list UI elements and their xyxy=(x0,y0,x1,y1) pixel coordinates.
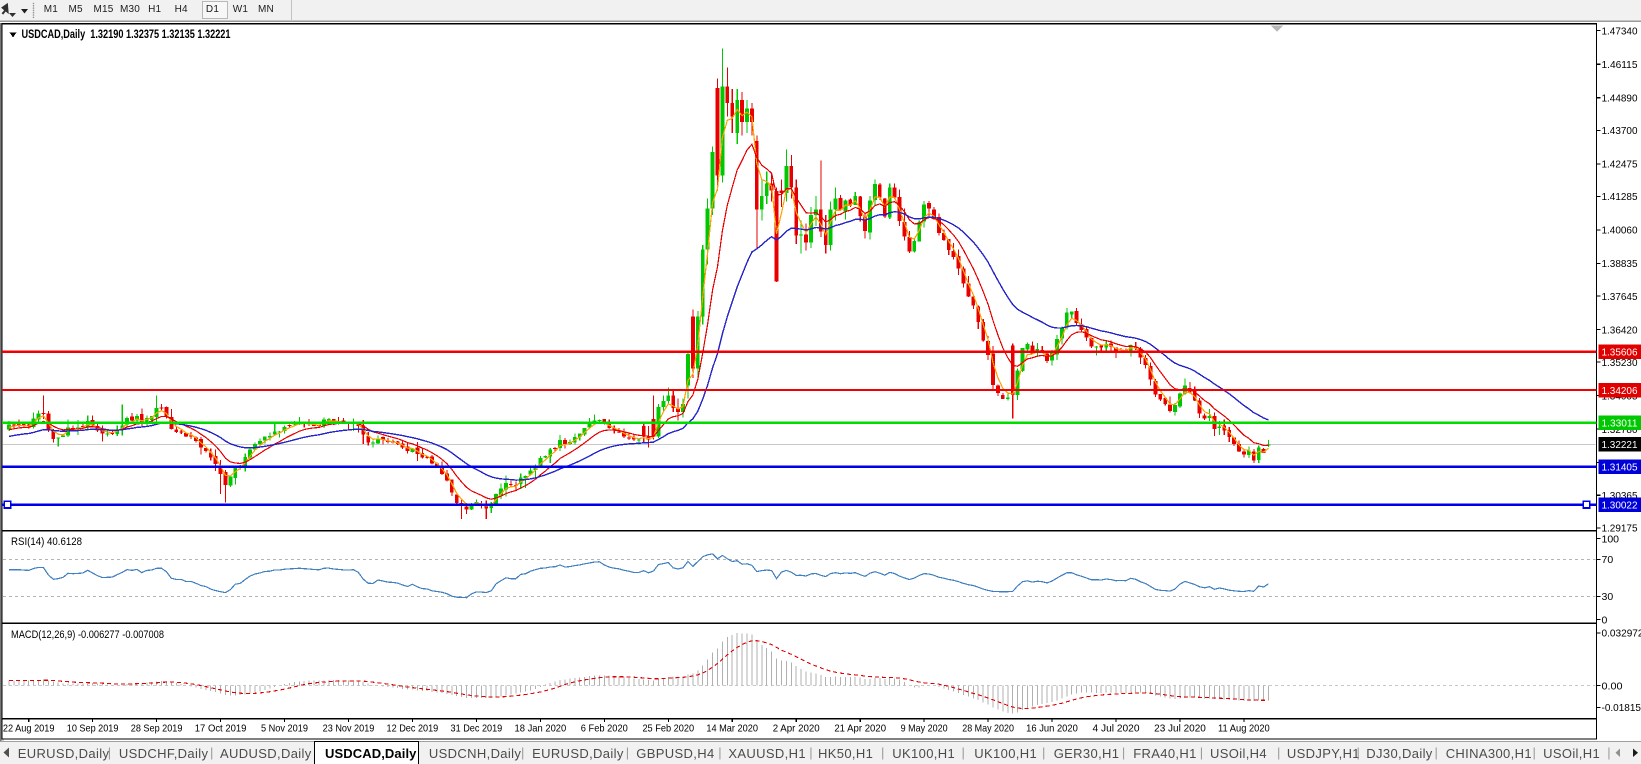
svg-text:1.40060: 1.40060 xyxy=(1602,225,1638,237)
svg-text:22 Aug 2019: 22 Aug 2019 xyxy=(3,723,55,735)
svg-text:0.032972: 0.032972 xyxy=(1602,628,1641,640)
svg-text:5 Nov 2019: 5 Nov 2019 xyxy=(261,723,308,735)
svg-text:1.35606: 1.35606 xyxy=(1602,347,1638,359)
svg-text:0.00: 0.00 xyxy=(1602,680,1623,692)
svg-text:1.47340: 1.47340 xyxy=(1602,25,1638,37)
svg-text:23 Nov 2019: 23 Nov 2019 xyxy=(323,723,375,735)
svg-text:28 May 2020: 28 May 2020 xyxy=(962,723,1014,735)
svg-text:28 Sep 2019: 28 Sep 2019 xyxy=(131,723,183,735)
svg-text:18 Jan 2020: 18 Jan 2020 xyxy=(515,723,567,735)
svg-text:1.35230: 1.35230 xyxy=(1602,357,1638,369)
svg-text:17 Oct 2019: 17 Oct 2019 xyxy=(195,723,247,735)
svg-text:2 Apr 2020: 2 Apr 2020 xyxy=(773,723,820,735)
svg-text:4 Jul 2020: 4 Jul 2020 xyxy=(1093,723,1140,735)
svg-text:RSI(14) 40.6128: RSI(14) 40.6128 xyxy=(11,536,82,548)
svg-text:1.37645: 1.37645 xyxy=(1602,291,1638,303)
svg-text:USDCAD,Daily 1.32190 1.32375: USDCAD,Daily 1.32190 1.32375 1.32135 1.3… xyxy=(22,29,231,41)
svg-text:MACD(12,26,9) -0.006277 -0.007: MACD(12,26,9) -0.006277 -0.007008 xyxy=(11,629,164,641)
svg-text:1.43700: 1.43700 xyxy=(1602,125,1638,137)
svg-text:10 Sep 2019: 10 Sep 2019 xyxy=(67,723,119,735)
svg-text:1.44890: 1.44890 xyxy=(1602,93,1638,105)
svg-text:12 Dec 2019: 12 Dec 2019 xyxy=(387,723,439,735)
svg-text:21 Apr 2020: 21 Apr 2020 xyxy=(834,723,886,735)
svg-text:1.34206: 1.34206 xyxy=(1602,385,1638,397)
svg-text:1.32221: 1.32221 xyxy=(1602,439,1638,451)
svg-text:1.36420: 1.36420 xyxy=(1602,324,1638,336)
svg-text:-0.018154: -0.018154 xyxy=(1602,702,1641,714)
svg-text:1.31405: 1.31405 xyxy=(1602,462,1638,474)
svg-text:25 Feb 2020: 25 Feb 2020 xyxy=(642,723,694,735)
svg-text:1.46115: 1.46115 xyxy=(1602,59,1638,71)
svg-text:23 Jul 2020: 23 Jul 2020 xyxy=(1154,723,1206,735)
svg-text:30: 30 xyxy=(1602,591,1614,603)
svg-text:31 Dec 2019: 31 Dec 2019 xyxy=(451,723,503,735)
svg-text:1.38835: 1.38835 xyxy=(1602,258,1638,270)
svg-text:1.41285: 1.41285 xyxy=(1602,191,1638,203)
svg-text:16 Jun 2020: 16 Jun 2020 xyxy=(1026,723,1078,735)
svg-text:0: 0 xyxy=(1602,614,1608,626)
svg-text:9 May 2020: 9 May 2020 xyxy=(901,723,948,735)
svg-text:100: 100 xyxy=(1602,533,1620,545)
svg-text:6 Feb 2020: 6 Feb 2020 xyxy=(581,723,628,735)
svg-text:14 Mar 2020: 14 Mar 2020 xyxy=(706,723,758,735)
svg-text:1.33011: 1.33011 xyxy=(1602,418,1638,430)
svg-text:1.30022: 1.30022 xyxy=(1602,499,1638,511)
svg-text:1.29175: 1.29175 xyxy=(1602,523,1638,535)
svg-text:11 Aug 2020: 11 Aug 2020 xyxy=(1218,723,1270,735)
svg-text:1.42475: 1.42475 xyxy=(1602,159,1638,171)
svg-text:70: 70 xyxy=(1602,554,1614,566)
